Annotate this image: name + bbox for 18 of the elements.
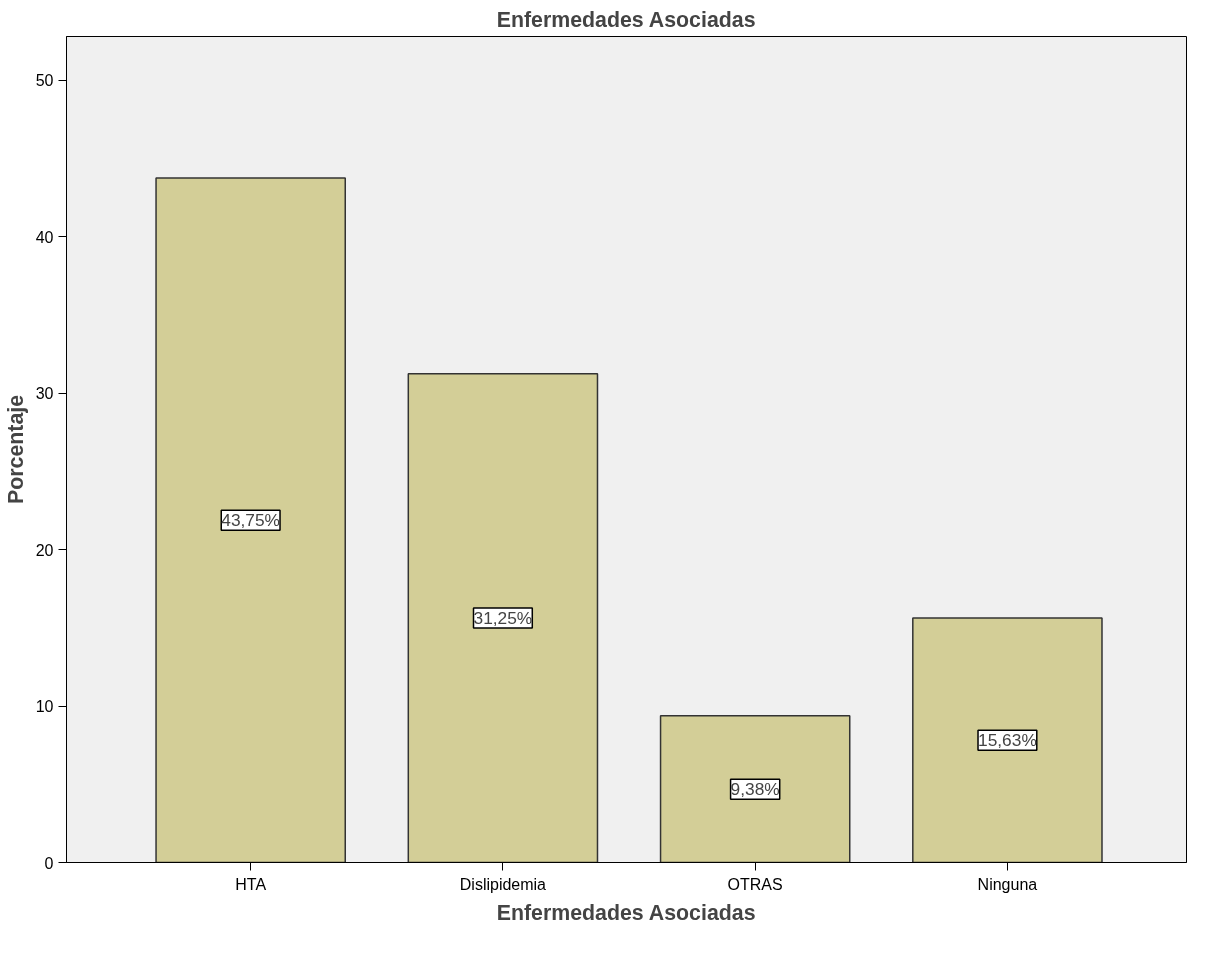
- y-tick-label: 50: [35, 72, 54, 90]
- chart-title: Enfermedades Asociadas: [496, 7, 756, 32]
- y-tick-label: 30: [35, 385, 54, 403]
- y-tick-label: 20: [35, 541, 54, 559]
- x-tick-label: Ninguna: [977, 875, 1038, 893]
- x-tick-label: OTRAS: [727, 875, 783, 893]
- y-tick-label: 10: [35, 698, 54, 716]
- bar: [659, 715, 851, 863]
- y-axis-title: Porcentaje: [3, 394, 28, 505]
- bar: [155, 177, 346, 863]
- x-axis-title: Enfermedades Asociadas: [496, 900, 756, 925]
- y-tick-label: 40: [35, 228, 54, 246]
- bar: [912, 617, 1103, 863]
- x-tick-label: HTA: [235, 875, 267, 893]
- x-tick-label: Dislipidemia: [459, 875, 547, 893]
- y-tick-label: 0: [44, 854, 54, 872]
- data-label: 9,38%: [730, 779, 780, 800]
- bar: [407, 372, 599, 863]
